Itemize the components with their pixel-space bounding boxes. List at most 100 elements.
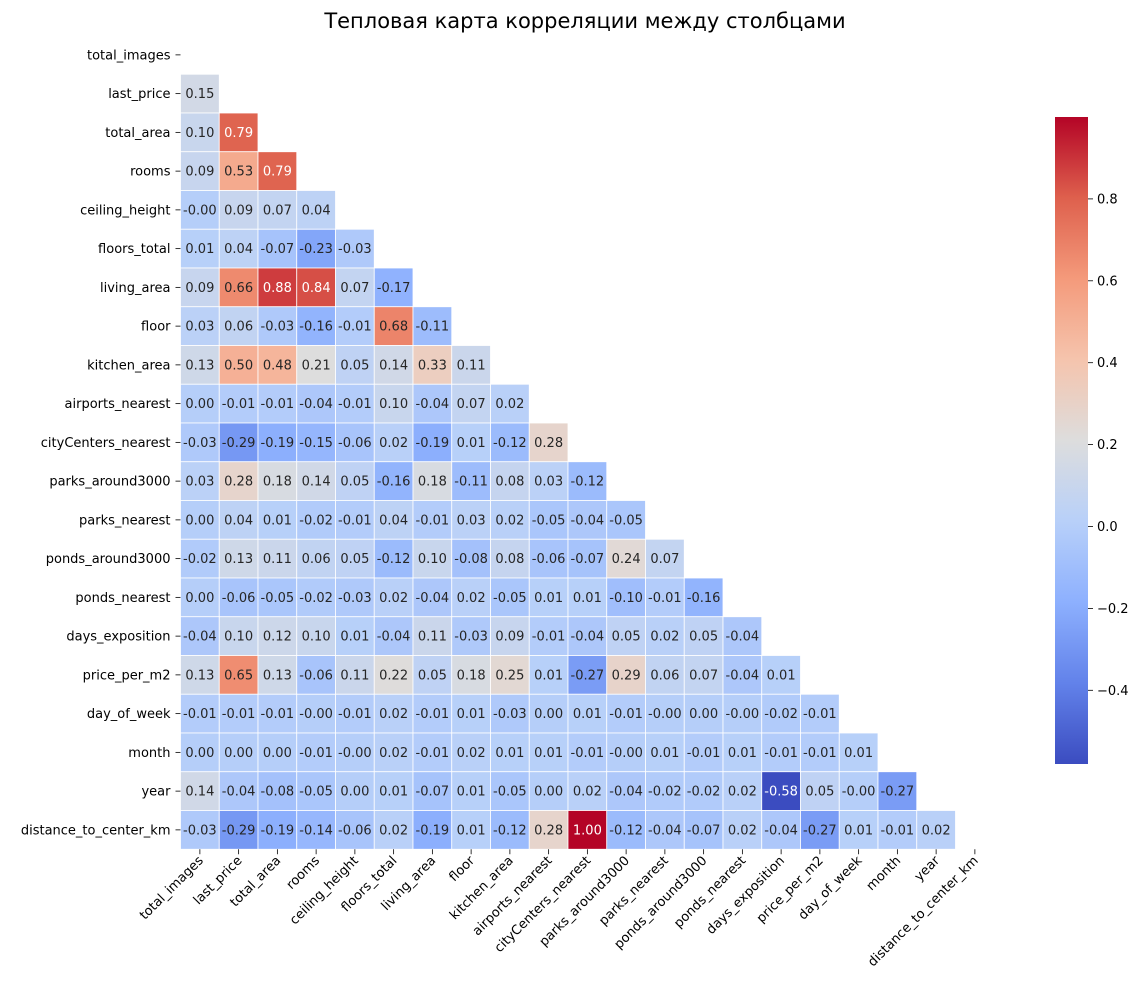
cell-value-label: 0.24 xyxy=(612,552,641,567)
cell-value-label: -0.02 xyxy=(687,785,721,800)
colorbar-tick-label: 0.0 xyxy=(1097,520,1118,535)
cell-value-label: -0.01 xyxy=(648,591,682,606)
heatmap-cell xyxy=(451,616,491,656)
cell-value-label: 0.03 xyxy=(185,320,214,335)
cell-value-label: 0.05 xyxy=(340,475,369,490)
cell-value-label: 0.06 xyxy=(650,668,679,683)
cell-value-label: -0.01 xyxy=(881,823,915,838)
heatmap-cell xyxy=(335,810,375,850)
cell-value-label: 0.10 xyxy=(185,126,214,141)
heatmap-cell xyxy=(373,693,414,734)
colorbar-tick-label: 0.4 xyxy=(1097,356,1118,371)
cell-value-label: -0.12 xyxy=(571,475,605,490)
cell-value-label: 0.14 xyxy=(302,475,331,490)
cell-value-label: -0.04 xyxy=(416,397,450,412)
cell-value-label: 0.00 xyxy=(689,707,718,722)
heatmap-cell xyxy=(528,771,569,811)
cell-value-label: 0.06 xyxy=(224,320,253,335)
cell-value-label: -0.02 xyxy=(183,552,217,567)
cell-value-label: -0.00 xyxy=(842,785,876,800)
cell-value-label: -0.01 xyxy=(609,707,643,722)
y-tick-label: floor xyxy=(141,320,171,335)
heatmap-cell xyxy=(257,538,298,579)
cell-value-label: -0.00 xyxy=(648,707,682,722)
heatmap-cell xyxy=(528,538,569,579)
cell-value-label: -0.01 xyxy=(803,746,837,761)
heatmap-cell xyxy=(528,422,569,463)
heatmap-cell xyxy=(916,810,956,850)
cell-value-label: -0.15 xyxy=(299,436,333,451)
cell-value-label: 0.01 xyxy=(534,591,563,606)
heatmap-cell xyxy=(335,616,375,656)
cell-value-label: -0.12 xyxy=(609,823,643,838)
cell-value-label: 0.07 xyxy=(689,668,718,683)
heatmap-cell xyxy=(296,810,336,850)
cell-value-label: -0.12 xyxy=(493,823,527,838)
heatmap-cell xyxy=(373,422,414,463)
heatmap-cell xyxy=(800,810,840,850)
cell-value-label: 0.07 xyxy=(263,203,292,218)
heatmap-cell xyxy=(218,267,259,308)
cell-value-label: -0.01 xyxy=(261,397,295,412)
cell-value-label: -0.02 xyxy=(299,591,333,606)
heatmap-cell xyxy=(451,655,491,695)
heatmap-cell xyxy=(180,383,220,424)
cell-value-label: 0.01 xyxy=(844,823,873,838)
cell-value-label: 0.22 xyxy=(379,668,408,683)
heatmap-cell xyxy=(296,422,336,463)
heatmap-cell xyxy=(606,771,646,811)
cell-value-label: -0.03 xyxy=(454,630,488,645)
cell-value-label: -0.04 xyxy=(299,397,333,412)
x-tick-label: year xyxy=(912,853,944,885)
cell-value-label: 0.25 xyxy=(495,668,524,683)
heatmap-cell xyxy=(218,228,259,269)
heatmap-cell xyxy=(412,655,453,695)
heatmap-cell xyxy=(180,306,220,346)
heatmap-cell xyxy=(373,267,414,308)
cell-value-label: -0.23 xyxy=(299,242,333,257)
heatmap-cell xyxy=(838,771,879,811)
cell-value-label: 0.09 xyxy=(224,203,253,218)
cell-value-label: -0.00 xyxy=(299,707,333,722)
cell-value-label: 0.02 xyxy=(922,823,951,838)
heatmap-cell xyxy=(567,461,608,501)
cell-value-label: -0.11 xyxy=(416,320,450,335)
heatmap-cell xyxy=(296,267,336,308)
y-tick-label: last_price xyxy=(108,87,170,102)
heatmap-cell xyxy=(218,732,259,773)
heatmap-cell xyxy=(412,577,453,618)
heatmap-cell xyxy=(606,577,646,618)
cell-value-label: -0.04 xyxy=(183,630,217,645)
heatmap-cell xyxy=(722,732,763,773)
cell-value-label: 0.08 xyxy=(495,475,524,490)
y-tick-label: rooms xyxy=(130,165,171,180)
colorbar-tick-label: 0.8 xyxy=(1097,192,1118,207)
cell-value-label: 0.04 xyxy=(379,513,408,528)
heatmap-cell xyxy=(412,383,453,424)
cell-value-label: 0.09 xyxy=(495,630,524,645)
heatmap-cell xyxy=(683,693,724,734)
heatmap-cell xyxy=(528,693,569,734)
cell-value-label: -0.12 xyxy=(377,552,411,567)
heatmap-cell xyxy=(218,771,259,811)
heatmap-cell xyxy=(683,616,724,656)
heatmap-cell xyxy=(490,422,530,463)
cell-value-label: 0.01 xyxy=(650,746,679,761)
cell-value-label: 0.02 xyxy=(573,785,602,800)
heatmap-cell xyxy=(490,383,530,424)
cell-value-label: -0.02 xyxy=(648,785,682,800)
heatmap-cell xyxy=(257,500,298,540)
heatmap-cell xyxy=(528,732,569,773)
colorbar: −0.4 −0.2 0.0 0.2 0.4 0.6 0.8 xyxy=(1055,117,1129,764)
cell-value-label: 0.18 xyxy=(263,475,292,490)
cell-value-label: -0.00 xyxy=(609,746,643,761)
cell-value-label: -0.04 xyxy=(222,785,256,800)
cell-value-label: -0.03 xyxy=(261,320,295,335)
cell-value-label: 0.18 xyxy=(418,475,447,490)
cell-value-label: -0.07 xyxy=(261,242,295,257)
heatmap-cell xyxy=(722,655,763,695)
cell-value-label: -0.08 xyxy=(261,785,295,800)
cell-value-label: -0.01 xyxy=(261,707,295,722)
cell-value-label: -0.05 xyxy=(532,513,566,528)
heatmap-cell xyxy=(180,538,220,579)
